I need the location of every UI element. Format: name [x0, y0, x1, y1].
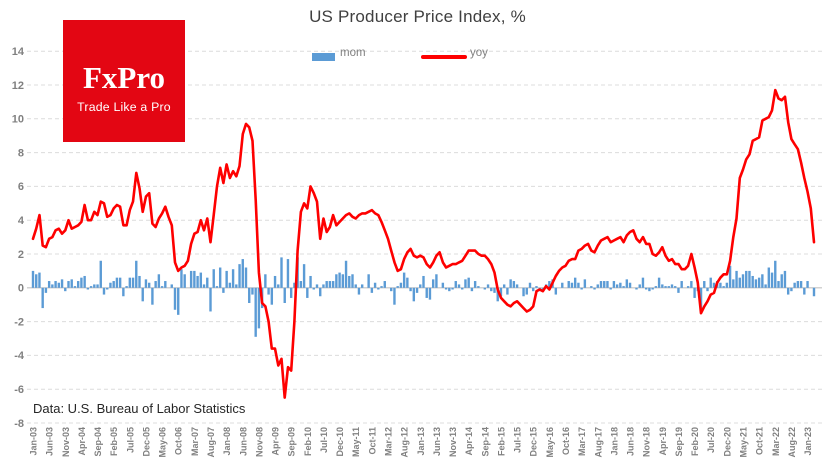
svg-text:-8: -8 — [14, 418, 24, 430]
svg-text:Jul-20: Jul-20 — [706, 427, 716, 453]
fxpro-logo: FxPro Trade Like a Pro — [63, 20, 185, 142]
fxpro-logo-tagline: Trade Like a Pro — [77, 100, 171, 114]
legend-label-mom: mom — [340, 47, 366, 59]
svg-text:Oct-06: Oct-06 — [174, 427, 184, 455]
svg-text:Aug-07: Aug-07 — [206, 427, 216, 458]
svg-text:Jan-23: Jan-23 — [803, 427, 813, 456]
svg-text:Dec-05: Dec-05 — [142, 427, 152, 457]
svg-text:Feb-20: Feb-20 — [690, 427, 700, 456]
svg-text:Mar-22: Mar-22 — [771, 427, 781, 456]
svg-text:Mar-17: Mar-17 — [577, 427, 587, 456]
svg-text:Jul-10: Jul-10 — [319, 427, 329, 453]
svg-text:Jul-05: Jul-05 — [125, 427, 135, 453]
svg-text:Jun-13: Jun-13 — [432, 427, 442, 456]
svg-text:Sep-04: Sep-04 — [93, 427, 103, 457]
svg-text:2: 2 — [18, 249, 24, 261]
svg-text:May-21: May-21 — [739, 427, 749, 458]
svg-text:Nov-18: Nov-18 — [642, 427, 652, 457]
svg-text:12: 12 — [12, 80, 24, 92]
svg-text:Oct-16: Oct-16 — [561, 427, 571, 455]
svg-text:Nov-08: Nov-08 — [254, 427, 264, 457]
chart-legend: mom yoy — [0, 44, 835, 66]
svg-text:Oct-21: Oct-21 — [755, 427, 765, 455]
svg-text:May-11: May-11 — [351, 427, 361, 457]
svg-text:Jul-15: Jul-15 — [513, 427, 523, 453]
svg-text:Mar-12: Mar-12 — [384, 427, 394, 456]
svg-text:Jun-08: Jun-08 — [238, 427, 248, 456]
svg-text:10: 10 — [12, 114, 24, 126]
mom-bar-swatch-icon — [312, 53, 335, 61]
svg-text:Sep-19: Sep-19 — [674, 427, 684, 457]
svg-text:Jun-03: Jun-03 — [45, 427, 55, 456]
svg-text:Aug-12: Aug-12 — [400, 427, 410, 458]
svg-text:Jan-03: Jan-03 — [29, 427, 39, 456]
svg-text:14: 14 — [12, 46, 25, 58]
svg-text:Apr-14: Apr-14 — [464, 427, 474, 456]
svg-text:May-16: May-16 — [545, 427, 555, 458]
svg-text:Sep-14: Sep-14 — [480, 427, 490, 457]
svg-text:8: 8 — [18, 147, 24, 159]
svg-text:Feb-05: Feb-05 — [109, 427, 119, 456]
svg-text:Mar-07: Mar-07 — [190, 427, 200, 456]
svg-text:Apr-09: Apr-09 — [271, 427, 281, 456]
svg-text:Feb-15: Feb-15 — [497, 427, 507, 456]
svg-text:0: 0 — [18, 283, 24, 295]
legend-label-yoy: yoy — [470, 47, 488, 59]
svg-text:Dec-20: Dec-20 — [722, 427, 732, 457]
svg-text:-2: -2 — [14, 316, 24, 328]
svg-text:Dec-15: Dec-15 — [529, 427, 539, 457]
svg-text:-6: -6 — [14, 384, 24, 396]
svg-text:May-06: May-06 — [158, 427, 168, 458]
yoy-line-swatch-icon — [421, 55, 467, 59]
svg-text:4: 4 — [18, 215, 25, 227]
svg-text:Feb-10: Feb-10 — [303, 427, 313, 456]
svg-text:Jan-18: Jan-18 — [609, 427, 619, 456]
svg-text:Aug-17: Aug-17 — [593, 427, 603, 458]
svg-text:Oct-11: Oct-11 — [367, 427, 377, 455]
svg-text:Nov-03: Nov-03 — [61, 427, 71, 457]
svg-text:Apr-04: Apr-04 — [77, 427, 87, 456]
svg-text:6: 6 — [18, 181, 24, 193]
chart-title: US Producer Price Index, % — [309, 7, 526, 26]
svg-text:Apr-19: Apr-19 — [658, 427, 668, 456]
svg-text:Sep-09: Sep-09 — [287, 427, 297, 457]
svg-text:Jan-13: Jan-13 — [416, 427, 426, 456]
svg-text:Aug-22: Aug-22 — [787, 427, 797, 458]
data-source-note: Data: U.S. Bureau of Labor Statistics — [33, 401, 246, 416]
svg-text:Dec-10: Dec-10 — [335, 427, 345, 457]
svg-text:Jan-08: Jan-08 — [222, 427, 232, 456]
fxpro-logo-brand-text: FxPro — [82, 60, 166, 95]
svg-text:Jun-18: Jun-18 — [626, 427, 636, 456]
svg-text:-4: -4 — [14, 350, 25, 362]
svg-text:Nov-13: Nov-13 — [448, 427, 458, 457]
